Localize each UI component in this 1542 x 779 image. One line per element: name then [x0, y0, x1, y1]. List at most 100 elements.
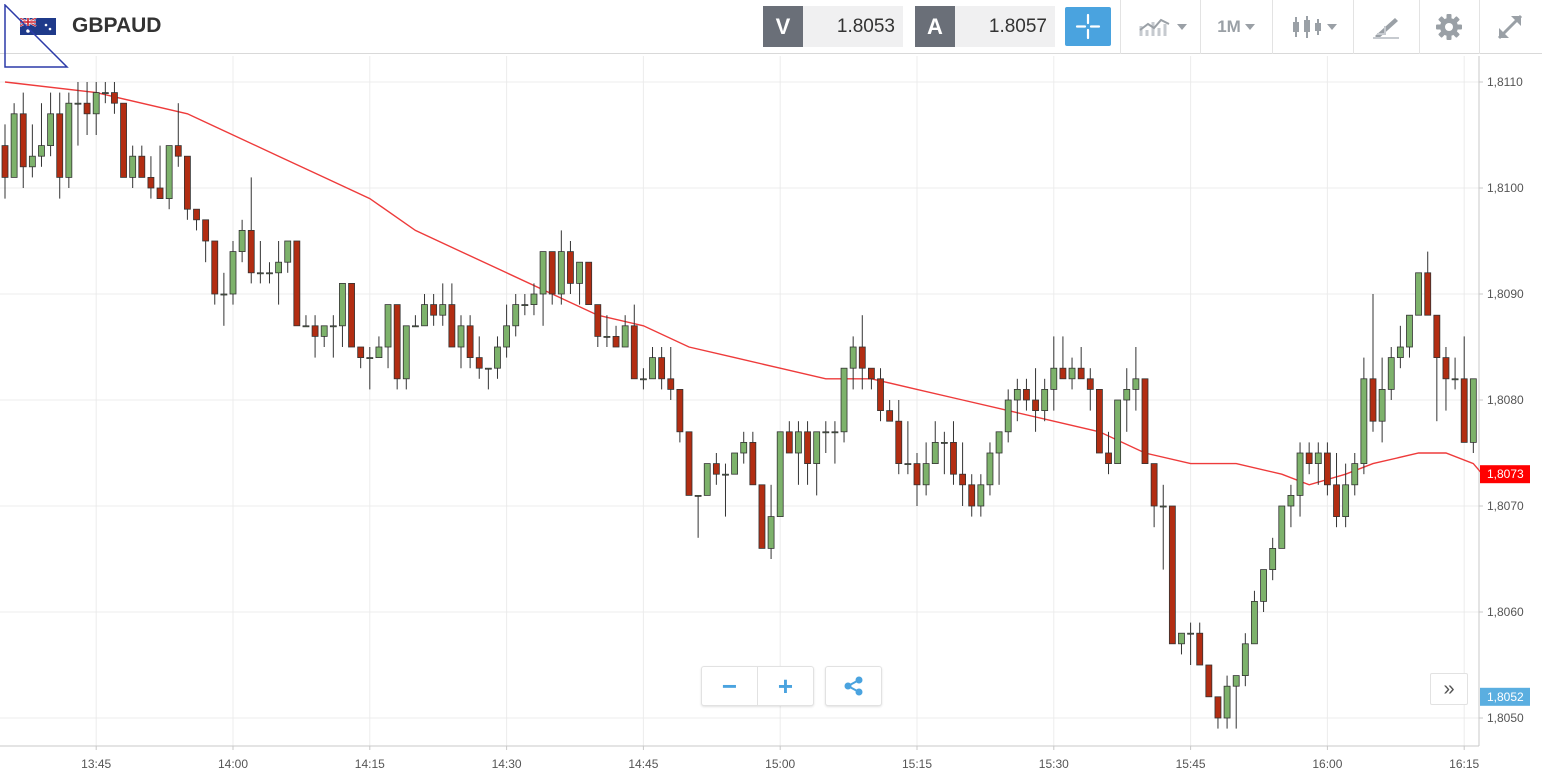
y-tick-label: 1,8080	[1487, 393, 1524, 407]
candle	[667, 347, 675, 400]
candle-body-bullish	[1387, 357, 1395, 390]
candle	[1, 124, 9, 199]
candle	[731, 452, 738, 475]
candle	[603, 315, 611, 347]
candle-body-bullish	[256, 272, 264, 275]
candle	[712, 453, 720, 485]
candle-body-bearish	[758, 484, 766, 549]
candle-body-bullish	[767, 516, 775, 549]
candle-body-bullish	[1360, 378, 1368, 464]
candle	[1296, 442, 1304, 517]
candle	[1086, 368, 1094, 411]
candle	[129, 145, 137, 188]
candle-body-bullish	[1232, 675, 1240, 687]
candle	[940, 431, 948, 475]
candle	[594, 304, 602, 347]
candle-body-bullish	[1041, 388, 1049, 411]
candle-body-bullish	[266, 272, 273, 275]
candle-body-bearish	[1086, 378, 1094, 390]
candle	[1314, 442, 1322, 485]
candle-body-bearish	[959, 473, 966, 486]
chart-type-button[interactable]	[1276, 0, 1352, 54]
candle-body-bullish	[1314, 452, 1322, 465]
candle	[1460, 336, 1468, 443]
candle-body-bearish	[430, 304, 438, 316]
crosshair-button[interactable]	[1065, 7, 1111, 46]
candle-body-bullish	[931, 441, 939, 464]
candle-body-bullish	[1287, 494, 1295, 507]
candle	[530, 283, 538, 316]
ma-price-label-bg	[1480, 465, 1530, 484]
drawing-tools-button[interactable]	[1354, 0, 1418, 54]
candle-body-bullish	[922, 463, 930, 486]
candle-body-bullish	[1068, 367, 1076, 380]
candle	[1004, 389, 1012, 443]
candle-body-bullish	[101, 92, 109, 94]
candle	[1324, 442, 1331, 496]
share-button[interactable]	[825, 666, 882, 706]
candle	[995, 431, 1003, 485]
current-price-label: 1,8052	[1480, 687, 1530, 706]
timeframe-button[interactable]: 1M	[1202, 0, 1270, 54]
chevron-down-icon	[1177, 24, 1187, 30]
candle-body-bearish	[877, 378, 884, 411]
candle-body-bearish	[211, 240, 219, 295]
toolbar-divider	[1120, 0, 1121, 54]
candle-body-bullish	[1178, 632, 1185, 645]
candle-body-bullish	[302, 325, 310, 328]
toolbar-divider	[1353, 0, 1354, 54]
candle-body-bullish	[940, 441, 948, 444]
candle-body-bullish	[694, 494, 702, 497]
y-tick-label: 1,8060	[1487, 605, 1524, 619]
candle	[74, 82, 82, 146]
sell-quote[interactable]: V 1.8053	[763, 6, 903, 47]
candle-body-bullish	[220, 293, 228, 296]
candle-body-bullish	[421, 304, 428, 327]
candle	[1305, 442, 1313, 475]
candle-body-bullish	[74, 102, 82, 105]
candle-body-bullish	[284, 240, 292, 263]
chevron-down-icon	[1244, 24, 1255, 30]
candle	[275, 241, 283, 305]
candle	[512, 294, 520, 337]
candle	[685, 431, 693, 496]
price-chart[interactable]: 1,8050 1,8060 1,8070 1,8080 1,8090 1,8100 1,81…	[0, 55, 1542, 779]
zoom-in-button[interactable]: +	[758, 667, 813, 705]
candle-body-bearish	[393, 304, 401, 380]
candle-body-bearish	[1105, 452, 1112, 465]
x-tick-label: 14:00	[218, 757, 248, 771]
zoom-out-button[interactable]: −	[702, 667, 757, 705]
candle	[567, 241, 574, 294]
candle-body-bearish	[83, 102, 91, 115]
candle-body-bullish	[375, 346, 383, 358]
candle	[1333, 453, 1340, 528]
toolbar-divider	[1479, 0, 1480, 54]
candle	[585, 261, 593, 306]
candle-body-bullish	[494, 346, 501, 369]
candle-body-bullish	[977, 484, 985, 507]
candle-body-bearish	[785, 431, 793, 454]
scroll-to-latest-button[interactable]: »	[1430, 673, 1468, 705]
candle-body-bullish	[1013, 388, 1021, 401]
candle-body-bullish	[457, 325, 465, 348]
candle-body-bullish	[129, 155, 137, 178]
candle	[284, 240, 292, 273]
candle	[904, 421, 912, 475]
candle	[10, 103, 18, 178]
candle	[393, 304, 401, 390]
flag-gb-au-icon	[20, 18, 56, 35]
candle-body-bearish	[950, 441, 957, 475]
settings-button[interactable]	[1420, 0, 1478, 54]
candle	[694, 494, 702, 538]
candle-body-bullish	[840, 367, 848, 433]
candle-body-bearish	[448, 304, 456, 348]
candle	[740, 431, 748, 464]
indicators-button[interactable]	[1128, 0, 1198, 54]
ma-price-label: 1,8073	[1480, 465, 1530, 484]
candle-body-bullish	[38, 145, 45, 157]
buy-quote[interactable]: A 1.8057	[915, 6, 1055, 47]
candle-body-bullish	[1114, 399, 1122, 464]
candle	[1251, 590, 1258, 645]
candle	[813, 431, 821, 496]
expand-button[interactable]	[1480, 0, 1540, 54]
